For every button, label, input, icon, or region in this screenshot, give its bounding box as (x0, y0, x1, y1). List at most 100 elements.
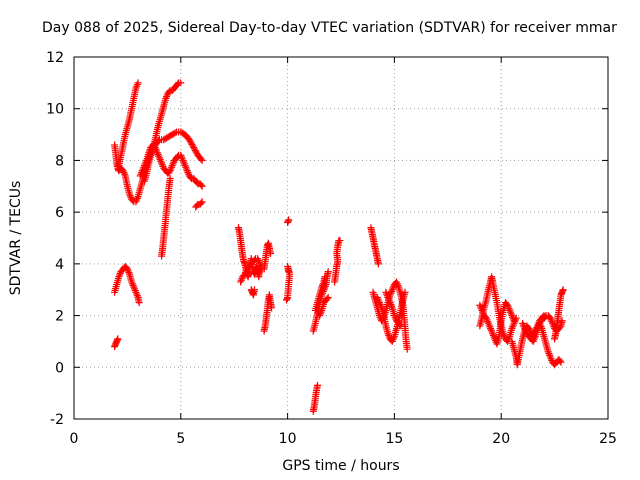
data-point (384, 293, 392, 301)
data-point (126, 190, 134, 198)
data-point (388, 302, 396, 310)
data-point (198, 182, 206, 190)
data-point (519, 319, 527, 327)
data-point (188, 140, 196, 148)
data-point (376, 300, 384, 308)
data-point (401, 288, 409, 296)
data-point (133, 81, 141, 89)
data-point (186, 137, 194, 145)
data-point (268, 304, 276, 312)
data-point (237, 276, 245, 284)
data-point (529, 337, 537, 345)
data-point (489, 331, 497, 339)
data-point (183, 167, 191, 175)
data-point (114, 335, 122, 343)
data-point (504, 303, 512, 311)
data-point (131, 287, 139, 295)
data-point (193, 178, 201, 186)
data-point (485, 321, 493, 329)
data-point (116, 271, 124, 279)
data-point (519, 321, 527, 329)
data-point (126, 192, 134, 200)
data-point (536, 321, 544, 329)
data-point (489, 330, 497, 338)
data-point (382, 288, 390, 296)
data-point (124, 267, 132, 275)
data-point (521, 326, 529, 334)
data-point (115, 273, 123, 281)
data-point (241, 270, 249, 278)
data-point (158, 161, 166, 169)
x-tick-label: 25 (599, 431, 617, 447)
data-point (190, 144, 198, 151)
data-point (267, 250, 275, 258)
data-point (508, 325, 516, 332)
data-point (132, 198, 140, 206)
data-point (186, 173, 194, 181)
data-point (129, 281, 137, 289)
data-point (396, 321, 404, 329)
data-point (506, 308, 514, 316)
data-point (389, 284, 397, 292)
data-point (171, 129, 179, 137)
data-point (504, 336, 512, 344)
data-point (390, 312, 398, 320)
data-point (155, 154, 163, 162)
data-point (155, 152, 163, 160)
y-tick-label: -2 (50, 412, 64, 428)
data-point (477, 303, 485, 311)
data-point (393, 280, 401, 288)
x-axis-label: GPS time / hours (282, 458, 399, 474)
data-point (133, 196, 141, 204)
data-point (254, 256, 262, 264)
data-point (377, 302, 385, 310)
data-point (242, 268, 250, 276)
data-point (153, 149, 161, 157)
data-point (387, 300, 395, 308)
data-point (157, 157, 165, 165)
data-point (152, 145, 160, 153)
data-point (142, 158, 150, 166)
data-point (177, 79, 185, 87)
data-point (319, 280, 327, 288)
data-point (181, 162, 189, 170)
data-point (163, 93, 171, 101)
data-point (180, 160, 188, 168)
data-point (546, 353, 554, 361)
data-point (556, 357, 564, 365)
data-point (139, 165, 147, 173)
data-point (138, 167, 146, 175)
grid-lines (74, 57, 608, 419)
data-point (184, 168, 192, 176)
data-point (187, 139, 195, 147)
x-tick-label: 10 (279, 431, 297, 447)
data-point (505, 305, 513, 313)
data-point (388, 286, 396, 294)
data-point (197, 155, 205, 163)
data-point (375, 299, 383, 307)
data-point (476, 301, 484, 309)
data-point (544, 348, 552, 356)
x-tick-label: 0 (70, 431, 79, 447)
x-tick-label: 20 (492, 431, 510, 447)
data-point (254, 255, 262, 263)
data-point (383, 292, 391, 300)
y-tick-label: 8 (55, 153, 64, 169)
data-point (133, 82, 141, 90)
data-point (390, 334, 398, 342)
data-point (394, 281, 402, 289)
data-point (558, 317, 566, 325)
x-tick-label: 5 (176, 431, 185, 447)
data-point (285, 216, 293, 224)
data-point (166, 167, 174, 175)
data-point (385, 297, 393, 305)
data-point (488, 328, 496, 336)
data-point (174, 80, 182, 88)
data-point (198, 198, 206, 206)
data-point (133, 290, 141, 298)
data-point (140, 162, 148, 170)
data-point (556, 323, 564, 331)
tick-labels: 0 5 10 15 20 25 -2 0 2 4 6 8 10 12 (46, 50, 617, 447)
y-tick-label: 10 (46, 102, 64, 118)
data-point (189, 142, 197, 150)
